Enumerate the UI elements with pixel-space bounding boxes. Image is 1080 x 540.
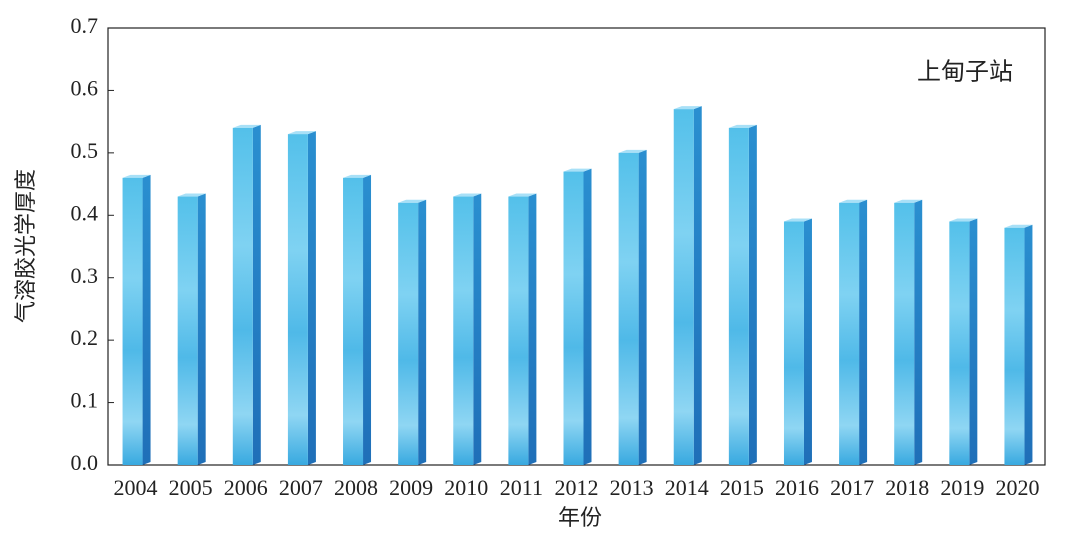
x-tick-label: 2006: [224, 475, 268, 500]
y-tick-label: 0.5: [71, 138, 99, 163]
bar-top: [122, 174, 151, 178]
bar-top: [453, 193, 482, 197]
bar: [618, 152, 639, 465]
y-tick-label: 0.6: [71, 75, 99, 100]
bar-top: [839, 199, 868, 203]
bar-side: [969, 218, 978, 465]
x-tick-label: 2005: [169, 475, 213, 500]
bar-side: [473, 193, 482, 466]
bar: [122, 177, 143, 466]
y-tick-label: 0.0: [71, 450, 99, 475]
bar-side: [252, 124, 261, 465]
y-tick-label: 0.1: [71, 388, 99, 413]
bar: [839, 202, 860, 466]
x-tick-label: 2015: [720, 475, 764, 500]
bar-top: [618, 149, 647, 153]
bar: [894, 202, 915, 466]
bar-side: [748, 124, 757, 465]
x-tick-label: 2014: [665, 475, 709, 500]
bar-side: [528, 193, 537, 466]
bar: [232, 127, 253, 465]
bar-top: [508, 193, 537, 197]
bar: [453, 196, 474, 466]
x-tick-label: 2017: [830, 475, 874, 500]
x-tick-label: 2012: [555, 475, 599, 500]
y-axis-label: 气溶胶光学厚度: [13, 169, 38, 323]
x-tick-label: 2013: [610, 475, 654, 500]
bar: [508, 196, 529, 466]
bar-side: [418, 199, 427, 466]
bar-side: [803, 218, 812, 465]
bar-side: [142, 174, 151, 466]
x-tick-label: 2009: [389, 475, 433, 500]
bar-side: [638, 149, 647, 465]
bar-side: [583, 168, 592, 466]
bar: [287, 134, 308, 465]
bar-top: [287, 131, 316, 135]
y-tick-label: 0.2: [71, 325, 99, 350]
x-tick-label: 2019: [940, 475, 984, 500]
bar-side: [307, 131, 316, 465]
bar-side: [693, 106, 702, 466]
bar-top: [398, 199, 427, 203]
x-tick-label: 2020: [995, 475, 1039, 500]
x-tick-label: 2004: [114, 475, 158, 500]
bar-top: [783, 218, 812, 222]
bar-top: [232, 124, 261, 128]
bar: [177, 196, 198, 466]
bar-side: [859, 199, 868, 466]
bar-top: [343, 174, 372, 178]
x-tick-label: 2018: [885, 475, 929, 500]
bar-top: [1004, 224, 1033, 228]
y-tick-label: 0.3: [71, 263, 99, 288]
y-tick-label: 0.4: [71, 200, 99, 225]
x-tick-label: 2011: [500, 475, 543, 500]
bar-side: [914, 199, 923, 466]
bar: [949, 221, 970, 465]
x-tick-label: 2010: [444, 475, 488, 500]
x-tick-label: 2008: [334, 475, 378, 500]
bar-top: [177, 193, 206, 197]
bar-top: [949, 218, 978, 222]
bar-top: [673, 106, 702, 110]
y-tick-label: 0.7: [71, 13, 99, 38]
x-tick-label: 2007: [279, 475, 323, 500]
x-tick-label: 2016: [775, 475, 819, 500]
bar-top: [894, 199, 923, 203]
bar: [673, 109, 694, 466]
bar: [398, 202, 419, 466]
bar: [783, 221, 804, 465]
bar-side: [1024, 224, 1033, 465]
bar: [728, 127, 749, 465]
bar-side: [197, 193, 206, 466]
bar-side: [363, 174, 372, 466]
x-axis-label: 年份: [558, 505, 602, 530]
bar-top: [563, 168, 592, 172]
bar: [1004, 227, 1025, 465]
bar-top: [728, 124, 757, 128]
annotation: 上甸子站: [917, 59, 1013, 86]
bar: [563, 171, 584, 466]
bar: [343, 177, 364, 466]
